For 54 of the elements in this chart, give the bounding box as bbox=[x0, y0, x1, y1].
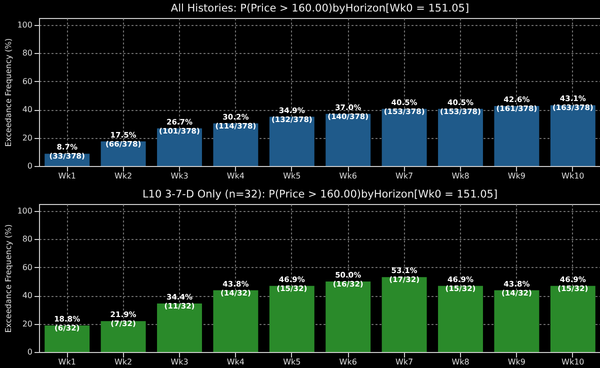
bar bbox=[157, 304, 202, 352]
bar bbox=[438, 108, 483, 166]
x-tick-label: Wk10 bbox=[562, 172, 584, 180]
bar bbox=[269, 286, 314, 352]
bar bbox=[494, 106, 540, 166]
x-tick-label: Wk7 bbox=[395, 172, 414, 180]
bar bbox=[550, 105, 596, 166]
x-tick-label: Wk4 bbox=[226, 172, 245, 180]
x-tick-label: Wk2 bbox=[114, 358, 132, 366]
x-tick-label: Wk2 bbox=[114, 172, 132, 180]
y-tick-label: 60 bbox=[22, 262, 32, 272]
y-tick-label: 60 bbox=[22, 76, 32, 86]
bar bbox=[550, 286, 596, 352]
y-tick-label: 40 bbox=[22, 291, 32, 300]
x-tick-label: Wk5 bbox=[283, 358, 301, 366]
chart-title: All Histories: P(Price > 160.00)byHorizon[Wk0 = 151.05] bbox=[170, 2, 470, 14]
x-tick-label: Wk6 bbox=[339, 172, 357, 180]
y-tick-label: 20 bbox=[22, 133, 32, 142]
bar bbox=[100, 321, 146, 352]
x-tick-label: Wk1 bbox=[58, 358, 76, 366]
y-tick-label: 0 bbox=[27, 348, 32, 356]
y-tick-label: 80 bbox=[22, 234, 32, 244]
y-tick-label: 80 bbox=[22, 48, 32, 58]
y-tick-label: 20 bbox=[22, 319, 32, 328]
x-tick-label: Wk4 bbox=[226, 358, 245, 366]
x-tick-label: Wk10 bbox=[562, 358, 584, 366]
x-tick-label: Wk5 bbox=[283, 172, 301, 180]
bar bbox=[269, 116, 314, 166]
x-tick-label: Wk6 bbox=[339, 358, 357, 366]
bar bbox=[213, 290, 258, 352]
chart-title: L10 3-7-D Only (n=32): P(Price > 160.00)byHorizon[Wk0 = 151.05] bbox=[142, 188, 498, 200]
y-axis-title: Exceedance Frequency (%) bbox=[4, 224, 14, 333]
x-tick-label: Wk3 bbox=[170, 358, 188, 366]
bar bbox=[157, 128, 202, 166]
bar bbox=[382, 277, 427, 352]
y-axis-title: Exceedance Frequency (%) bbox=[4, 38, 14, 147]
bar bbox=[326, 282, 371, 352]
y-tick-label: 40 bbox=[22, 105, 32, 114]
bar bbox=[326, 114, 371, 166]
y-tick-label: 0 bbox=[27, 162, 32, 170]
bar bbox=[438, 286, 483, 352]
y-tick-label: 100 bbox=[17, 206, 32, 216]
x-tick-label: Wk9 bbox=[508, 358, 526, 366]
x-tick-label: Wk1 bbox=[58, 172, 76, 180]
bar bbox=[213, 123, 258, 166]
x-tick-label: Wk8 bbox=[452, 358, 470, 366]
bar bbox=[382, 108, 427, 166]
x-tick-label: Wk8 bbox=[452, 172, 470, 180]
x-tick-label: Wk9 bbox=[508, 172, 526, 180]
bar bbox=[494, 290, 540, 352]
x-tick-label: Wk3 bbox=[170, 172, 188, 180]
bar bbox=[44, 326, 90, 352]
y-tick-label: 100 bbox=[17, 20, 32, 30]
x-tick-label: Wk7 bbox=[395, 358, 414, 366]
